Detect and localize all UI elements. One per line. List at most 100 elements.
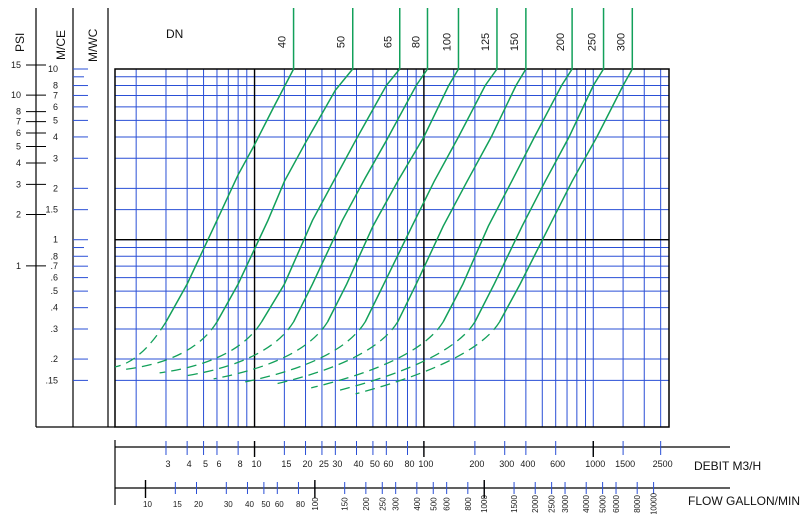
m3h-tick-label: 15: [281, 459, 291, 469]
m3h-tick-label: 10: [252, 459, 262, 469]
gpm-tick-label: 500: [429, 497, 438, 511]
curve-tail-dn-80: [185, 321, 295, 377]
curve-tail-dn-65: [159, 321, 263, 374]
curve-tail-dn-300: [355, 321, 501, 395]
m3h-tick-label: 30: [332, 459, 342, 469]
gpm-tick-label: 150: [341, 497, 350, 511]
psi-tick-label: 15: [11, 60, 21, 70]
gpm-tick-label: 800: [464, 497, 473, 511]
dn-label-100: 100: [441, 33, 453, 51]
m3h-tick-label: 5: [203, 459, 208, 469]
mwc-header: M/WC: [86, 28, 100, 62]
curve-tail-dn-50: [120, 321, 218, 371]
mce-tick-label: 2: [53, 183, 58, 193]
curve-dn-80: [292, 68, 429, 323]
gpm-tick-label: 1500: [510, 495, 519, 513]
m3h-tick-label: 300: [499, 459, 514, 469]
mce-tick-label: 8: [53, 81, 58, 91]
m3h-tick-label: 1500: [615, 459, 635, 469]
gpm-tick-label: 5000: [599, 495, 608, 513]
m3h-tick-label: 3: [165, 459, 170, 469]
psi-tick-label: 6: [16, 128, 21, 138]
curve-tail-dn-125: [245, 321, 366, 383]
gpm-tick-label: 10000: [650, 492, 659, 514]
gpm-tick-label: 60: [275, 500, 284, 509]
m3h-tick-label: 60: [383, 459, 393, 469]
psi-tick-label: 2: [16, 209, 21, 219]
gpm-tick-label: 20: [194, 500, 203, 509]
gpm-tick-label: 300: [392, 497, 401, 511]
gpm-tick-label: 1000: [480, 495, 489, 513]
psi-header: PSI: [13, 33, 27, 52]
gpm-tick-label: 6000: [612, 495, 621, 513]
curve-dn-200: [442, 68, 573, 323]
psi-tick-label: 3: [16, 179, 21, 189]
mce-tick-label: .7: [50, 261, 58, 271]
psi-tick-label: 5: [16, 142, 21, 152]
mce-tick-label: .4: [50, 303, 58, 313]
mce-tick-label: .15: [45, 375, 58, 385]
m3h-tick-label: 25: [319, 459, 329, 469]
gpm-tick-label: 80: [296, 500, 305, 509]
gpm-tick-label: 200: [362, 497, 371, 511]
m3h-tick-label: 20: [303, 459, 313, 469]
dn-label-300: 300: [615, 33, 627, 51]
mce-tick-label: 1.5: [45, 205, 58, 215]
curve-dn-100: [326, 68, 460, 323]
curve-dn-300: [498, 68, 633, 323]
dn-label-40: 40: [277, 36, 289, 48]
mce-tick-label: .2: [50, 354, 58, 364]
gpm-tick-label: 2500: [548, 495, 557, 513]
dn-label-50: 50: [336, 36, 348, 48]
gpm-tick-label: 40: [245, 500, 254, 509]
gpm-tick-label: 2000: [531, 495, 540, 513]
m3h-tick-label: 6: [216, 459, 221, 469]
dn-label: DN: [166, 27, 183, 41]
psi-tick-label: 1: [16, 261, 21, 271]
gpm-tick-label: 30: [224, 500, 233, 509]
curve-tail-dn-100: [213, 321, 329, 380]
mce-tick-label: 6: [53, 102, 58, 112]
m3h-tick-label: 200: [469, 459, 484, 469]
curve-tail-dn-150: [271, 321, 399, 386]
mce-tick-label: 5: [53, 115, 58, 125]
gpm-tick-label: 10: [143, 500, 152, 509]
m3h-tick-label: 80: [404, 459, 414, 469]
m3h-tick-label: 2500: [653, 459, 673, 469]
x-axis-label-gpm: FLOW GALLON/MIN: [688, 494, 800, 508]
plot-frame: [114, 68, 670, 428]
dn-label-80: 80: [410, 36, 422, 48]
mce-tick-label: .6: [50, 273, 58, 283]
curve-tail-dn-250: [336, 321, 476, 392]
mce-header: M/CE: [54, 30, 68, 60]
gpm-tick-label: 8000: [633, 495, 642, 513]
mce-tick-label: 1: [53, 235, 58, 245]
mce-tick-label: .8: [50, 251, 58, 261]
gpm-tick-label: 600: [443, 497, 452, 511]
mce-tick-label: .5: [50, 286, 58, 296]
mce-tick-label: .3: [50, 324, 58, 334]
curve-dn-250: [474, 68, 605, 323]
mce-tick-label: 7: [53, 90, 58, 100]
psi-tick-label: 10: [11, 90, 21, 100]
gpm-tick-label: 250: [378, 497, 387, 511]
psi-tick-label: 7: [16, 117, 21, 127]
dn-label-125: 125: [480, 33, 492, 51]
m3h-tick-label: 400: [520, 459, 535, 469]
m3h-tick-label: 8: [238, 459, 243, 469]
m3h-tick-label: 600: [550, 459, 565, 469]
gpm-tick-label: 4000: [582, 495, 591, 513]
psi-tick-label: 4: [16, 158, 21, 168]
curve-dn-125: [364, 68, 498, 323]
gpm-tick-label: 3000: [561, 495, 570, 513]
mce-tick-label: 4: [53, 132, 58, 142]
m3h-tick-label: 50: [370, 459, 380, 469]
m3h-tick-label: 40: [353, 459, 363, 469]
dn-label-150: 150: [509, 33, 521, 51]
gpm-tick-label: 50: [261, 500, 270, 509]
psi-tick-label: 8: [16, 107, 21, 117]
gpm-tick-label: 400: [413, 497, 422, 511]
dn-label-250: 250: [587, 33, 599, 51]
gpm-tick-label: 100: [311, 497, 320, 511]
